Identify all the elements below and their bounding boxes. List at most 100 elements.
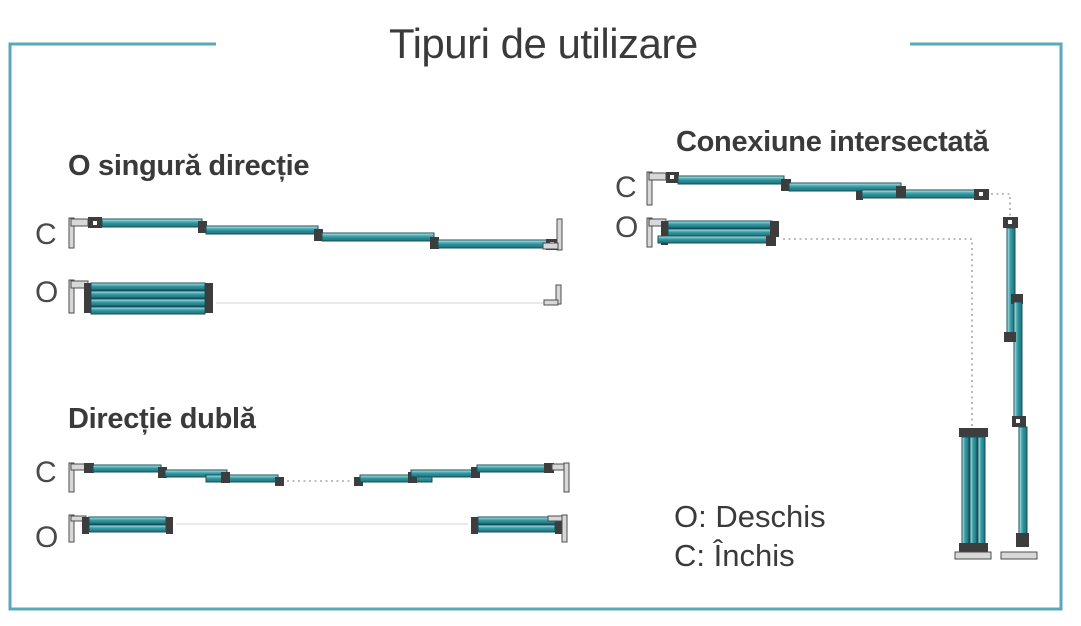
connector — [198, 221, 207, 233]
panel-bar — [88, 516, 167, 525]
bracket — [547, 515, 564, 522]
panel-bar — [90, 290, 206, 299]
open-label-single-direction: O — [35, 276, 59, 309]
open-label-intersected: O — [615, 211, 639, 244]
connector — [430, 237, 439, 249]
panel-bar — [92, 464, 162, 473]
panel-bar — [90, 282, 206, 291]
panel-bar-vertical — [1018, 426, 1028, 538]
connector-dot — [670, 175, 674, 179]
connector — [314, 229, 323, 241]
bracket — [563, 462, 570, 493]
connector — [661, 221, 668, 245]
bracket — [542, 242, 559, 250]
panel-bar — [476, 464, 546, 473]
open-label-double-direction: O — [35, 521, 59, 554]
page-title: Tipuri de utilizare — [389, 20, 698, 67]
connector — [770, 221, 779, 237]
diagram-double-direction-open — [68, 514, 568, 543]
connector — [84, 283, 91, 313]
panel-bar — [477, 524, 556, 533]
panel-bar — [90, 298, 206, 307]
diagram-double-direction-closed — [68, 462, 570, 493]
closed-label-single-direction: C — [35, 218, 57, 251]
bracket — [68, 462, 75, 493]
connector — [166, 517, 173, 534]
connector-dot — [1008, 220, 1012, 224]
panel-bar — [657, 235, 773, 244]
panel-bar-vertical — [977, 436, 986, 546]
connector — [205, 283, 213, 313]
panel-bar — [90, 306, 206, 315]
bracket — [648, 172, 667, 181]
panel-bar — [410, 469, 474, 478]
connector — [82, 517, 89, 534]
panel-bar — [359, 474, 433, 483]
diagram-intersected-closed — [646, 171, 1038, 560]
diagram-intersected-open — [646, 217, 992, 560]
connector — [275, 477, 284, 486]
panel-bar — [861, 189, 977, 199]
diagram-single-direction-closed — [68, 217, 563, 251]
panel-bar — [205, 225, 319, 235]
connector-dot — [93, 221, 97, 225]
connector — [856, 191, 863, 200]
connector — [471, 467, 480, 478]
bracket — [68, 514, 75, 543]
floor-bracket — [1000, 551, 1038, 560]
connector-dot — [979, 192, 983, 196]
panel-bar — [677, 175, 785, 185]
panel-bar — [205, 474, 279, 483]
connector-dot — [1016, 419, 1020, 423]
closed-label-double-direction: C — [35, 456, 57, 489]
legend: O: Deschis C: Închis — [674, 497, 826, 575]
floor-bracket — [954, 551, 992, 560]
diagram-single-direction-open — [68, 279, 562, 315]
connector — [555, 517, 562, 534]
connector — [158, 467, 167, 478]
panel-outer-border — [8, 42, 1063, 611]
panel-bar — [437, 239, 551, 249]
bracket — [70, 463, 87, 471]
connector — [896, 186, 906, 198]
connector — [781, 179, 791, 191]
bracket — [646, 217, 653, 248]
closed-label-intersected: C — [615, 171, 637, 204]
bracket — [646, 171, 653, 206]
connector — [84, 463, 94, 473]
section-title-single-direction: O singură direcție — [68, 150, 310, 182]
panel-bar — [321, 232, 435, 242]
dotted-corner-path — [783, 238, 973, 428]
section-title-double-direction: Direcție dublă — [68, 403, 256, 435]
connector — [959, 543, 988, 552]
bracket — [556, 218, 563, 251]
panel-bar — [667, 228, 773, 237]
panel-bar-vertical — [961, 436, 970, 546]
connector — [471, 517, 478, 534]
panel-bar-vertical — [1013, 301, 1023, 427]
connector — [354, 477, 363, 486]
connector — [1011, 294, 1023, 304]
connector — [959, 428, 988, 437]
connector — [1016, 533, 1029, 547]
panel-bar — [477, 516, 556, 525]
connector — [1004, 332, 1016, 342]
legend-open: O: Deschis — [674, 499, 826, 534]
connector — [766, 236, 776, 246]
bracket — [68, 217, 75, 249]
bracket — [68, 279, 75, 314]
bracket — [70, 218, 89, 227]
panel-bar — [667, 220, 773, 229]
bracket — [561, 514, 568, 543]
connector — [221, 472, 230, 483]
connector — [544, 463, 554, 473]
dotted-corner-path — [991, 193, 1011, 217]
panel-bar — [88, 524, 167, 533]
bracket — [543, 299, 559, 306]
panel-bar — [101, 218, 203, 228]
panel-bar-vertical — [969, 436, 978, 546]
legend-closed: C: Închis — [674, 538, 795, 573]
section-title-intersected: Conexiune intersectată — [676, 126, 989, 158]
